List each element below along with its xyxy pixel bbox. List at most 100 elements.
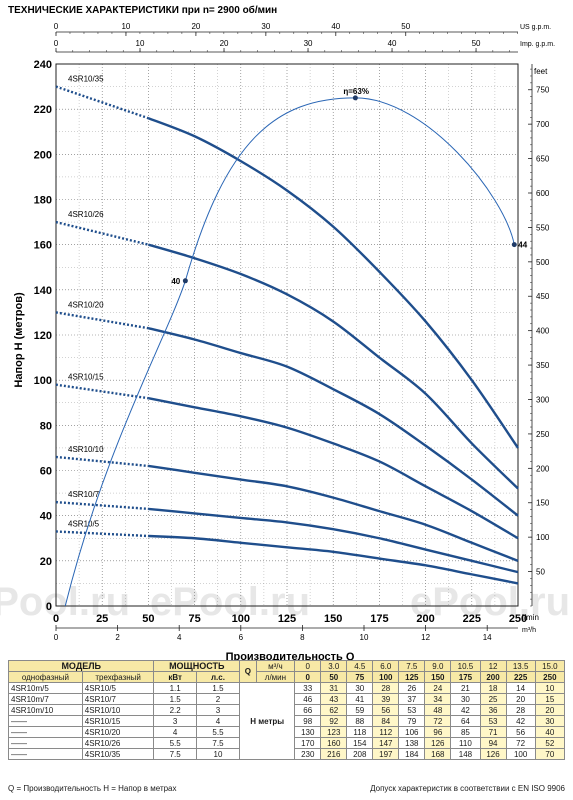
y-tick-label: 140 xyxy=(34,285,52,297)
head-value: 88 xyxy=(346,715,374,727)
model-header: МОДЕЛЬ xyxy=(7,660,155,672)
single-phase-model: 4SR10m/7 xyxy=(8,693,83,705)
head-value: 106 xyxy=(398,726,426,738)
head-value: 26 xyxy=(398,682,426,694)
series-dotted-segment xyxy=(55,85,149,120)
h-meters-label: H метры xyxy=(239,682,296,760)
series-label: 4SR10/7 xyxy=(68,490,100,499)
three-phase-model: 4SR10/35 xyxy=(81,748,155,760)
spec-table-body: 4SR10m/5 4SR10/5 1.1 1.5 H метры 33 31 30 28 26 24… xyxy=(8,682,566,760)
us-gpm-tick-label: 30 xyxy=(261,22,270,31)
imp-gpm-tick-label: 30 xyxy=(304,39,313,48)
imp-gpm-tick-label: 10 xyxy=(136,39,145,48)
efficiency-label-left: 40 xyxy=(171,277,180,286)
head-value: 40 xyxy=(534,726,566,738)
qm3h-3: 6.0 xyxy=(372,660,400,672)
power-hp: 7.5 xyxy=(195,737,241,749)
qm3h-2: 4.5 xyxy=(346,660,374,672)
head-value: 148 xyxy=(450,748,481,760)
head-value: 20 xyxy=(534,704,566,716)
efficiency-label-right: 44 xyxy=(518,241,527,250)
footer-legend: Q = Производительность H = Напор в метра… xyxy=(8,784,177,793)
head-value: 20 xyxy=(505,693,536,705)
head-value: 28 xyxy=(372,682,400,694)
imp-gpm-unit: Imp. g.p.m. xyxy=(520,41,555,48)
x-tick-label: 25 xyxy=(96,613,108,625)
series-label: 4SR10/15 xyxy=(68,373,104,382)
single-phase-model: 4SR10m/5 xyxy=(8,682,83,694)
feet-unit-label: feet xyxy=(534,67,548,76)
watermark-2: ePool.ru xyxy=(150,580,311,624)
head-value: 37 xyxy=(398,693,426,705)
y-tick-label: 240 xyxy=(34,59,52,71)
three-phase-model: 4SR10/15 xyxy=(81,715,155,727)
head-value: 184 xyxy=(398,748,426,760)
head-value: 168 xyxy=(424,748,452,760)
head-value: 147 xyxy=(372,737,400,749)
efficiency-curve: 40 η=63% 44 xyxy=(64,87,528,607)
m3h-tick-label: 4 xyxy=(177,633,182,642)
x-tick-label: 175 xyxy=(370,613,388,625)
head-value: 42 xyxy=(505,715,536,727)
feet-tick-label: 300 xyxy=(536,395,550,404)
head-value: 36 xyxy=(479,704,507,716)
single-phase-model: —— xyxy=(8,715,83,727)
m3h-tick-label: 10 xyxy=(360,633,369,642)
head-value: 53 xyxy=(398,704,426,716)
y-tick-label: 20 xyxy=(40,556,52,568)
imp-gpm-tick-label: 50 xyxy=(472,39,481,48)
qm3h-4: 7.5 xyxy=(398,660,426,672)
head-value: 71 xyxy=(479,726,507,738)
series-solid-line xyxy=(148,507,519,574)
x-tick-label: 100 xyxy=(232,613,250,625)
power-hp: 5.5 xyxy=(195,726,241,738)
head-value: 30 xyxy=(534,715,566,727)
table-row: 4SR10m/7 4SR10/7 1.5 2 46 43 41 39 37 34 30 25 20 15 xyxy=(8,693,566,705)
head-value: 48 xyxy=(424,704,452,716)
series-label: 4SR10/20 xyxy=(68,300,104,309)
head-value: 34 xyxy=(424,693,452,705)
power-kw: 1.1 xyxy=(153,682,197,694)
y-tick-label: 200 xyxy=(34,149,52,161)
y-tick-label: 100 xyxy=(34,375,52,387)
power-kw: 5.5 xyxy=(153,737,197,749)
y-tick-label: 180 xyxy=(34,195,52,207)
m3h-tick-label: 14 xyxy=(483,633,492,642)
feet-tick-label: 50 xyxy=(536,568,545,577)
m3h-label: м³/ч xyxy=(255,660,296,672)
series-4sr10-35: 4SR10/35 xyxy=(55,75,519,449)
power-kw: 1.5 xyxy=(153,693,197,705)
plot-frame xyxy=(55,63,519,607)
head-value: 110 xyxy=(450,737,481,749)
x-tick-label: 125 xyxy=(278,613,296,625)
three-phase-model: 4SR10/7 xyxy=(81,693,155,705)
head-value: 56 xyxy=(505,726,536,738)
y-tick-label: 60 xyxy=(40,466,52,478)
m3h-tick-label: 8 xyxy=(300,633,305,642)
head-value: 39 xyxy=(372,693,400,705)
feet-tick-label: 750 xyxy=(536,86,550,95)
footer: Q = Производительность H = Напор в метра… xyxy=(8,784,565,793)
footer-tolerance: Допуск характеристик в соответствии с EN… xyxy=(370,784,565,793)
head-value: 66 xyxy=(294,704,322,716)
qlmin-7: 200 xyxy=(479,671,507,683)
power-kw: 2.2 xyxy=(153,704,197,716)
head-value: 72 xyxy=(505,737,536,749)
power-header: МОЩНОСТЬ xyxy=(153,660,241,672)
efficiency-point-peak xyxy=(352,95,358,101)
head-value: 14 xyxy=(505,682,536,694)
feet-tick-label: 650 xyxy=(536,155,550,164)
single-phase-model: —— xyxy=(8,737,83,749)
three-phase-model: 4SR10/10 xyxy=(81,704,155,716)
feet-tick-label: 700 xyxy=(536,120,550,129)
y-tick-label: 120 xyxy=(34,330,52,342)
power-hp: 3 xyxy=(195,704,241,716)
series-solid-line xyxy=(148,397,519,540)
power-hp: 2 xyxy=(195,693,241,705)
head-value: 30 xyxy=(450,693,481,705)
three-phase-header: трехфазный xyxy=(81,671,155,683)
series-solid-line xyxy=(148,327,519,517)
head-value: 25 xyxy=(479,693,507,705)
qm3h-9: 15.0 xyxy=(534,660,566,672)
